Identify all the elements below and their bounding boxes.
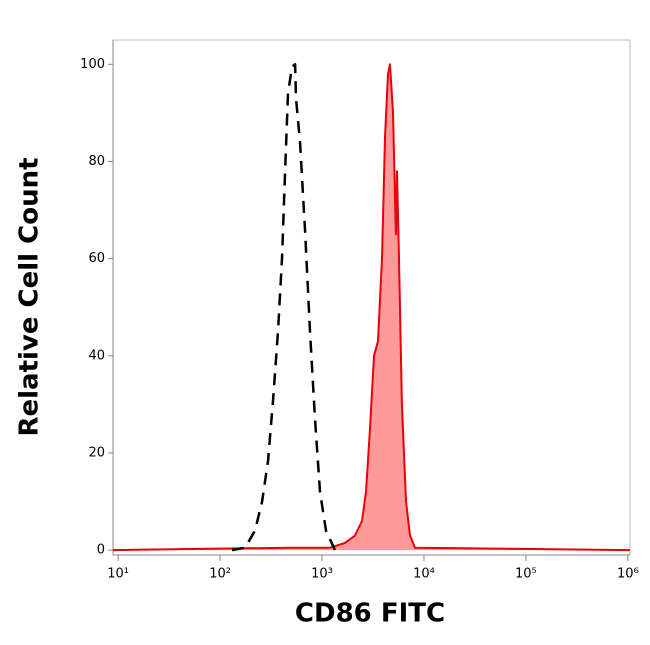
x-axis-title: CD86 FITC (295, 599, 445, 629)
x-tick-label: 10⁴ (413, 567, 435, 582)
histogram-line (231, 63, 337, 552)
x-tick-label: 10⁵ (515, 567, 537, 582)
histogram-line (112, 63, 630, 552)
x-tick-label: 10¹ (107, 567, 129, 582)
y-tick-label: 40 (88, 348, 105, 363)
y-tick-label: 20 (88, 445, 105, 460)
x-tick-label: 10³ (311, 567, 333, 582)
x-tick-label: 10⁶ (617, 567, 639, 582)
y-tick-label: 0 (97, 543, 105, 558)
x-tick-label: 10² (209, 567, 231, 582)
y-axis-title: Relative Cell Count (15, 157, 45, 436)
y-tick-label: 60 (88, 251, 105, 266)
y-tick-label: 80 (88, 154, 105, 169)
y-tick-label: 100 (80, 57, 105, 72)
